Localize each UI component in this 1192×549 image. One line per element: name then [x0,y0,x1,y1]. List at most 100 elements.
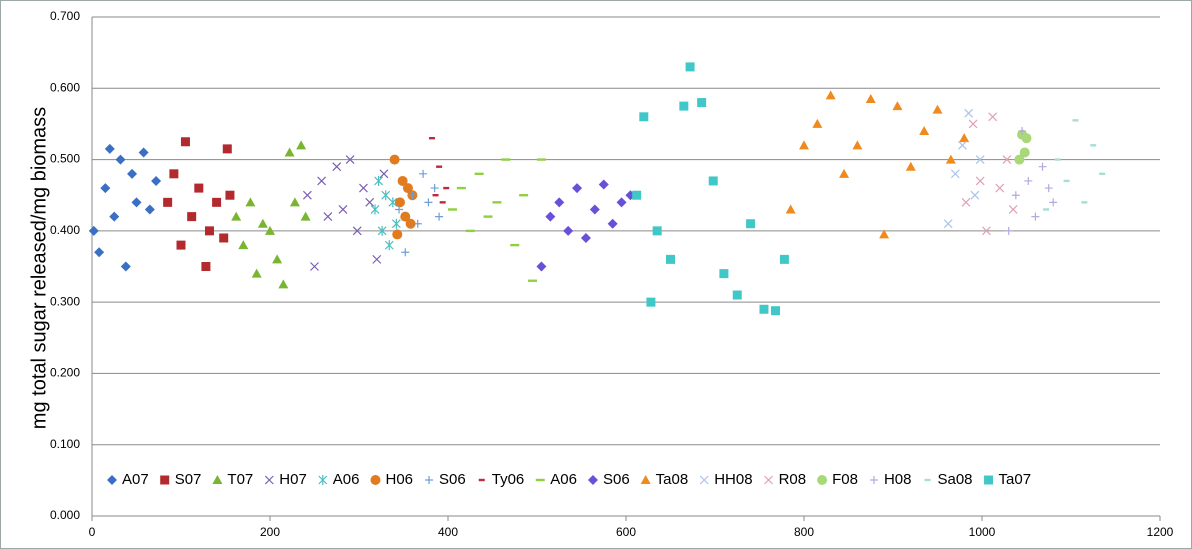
legend-entry: Sa08 [924,471,973,488]
point [120,261,131,272]
legend-label: S06 [439,471,466,488]
point [391,218,401,229]
point [492,201,502,204]
point [284,147,295,157]
point [865,93,876,103]
x-tick-label: 600 [616,525,636,539]
point [127,168,138,179]
legend-label: A06 [333,471,360,488]
point [115,154,126,165]
point [975,155,985,164]
point [646,297,656,307]
legend-entry: T07 [212,471,253,488]
legend-label: A06 [550,471,577,488]
point [435,212,444,221]
legend-entry: A07 [107,471,149,488]
point [204,226,214,236]
legend-label: S07 [175,471,202,488]
point [545,211,556,222]
legend-label: Ty06 [492,471,525,488]
legend-entry: H07 [264,471,307,488]
legend-marker [984,475,994,485]
legend-entry: H06 [370,471,413,488]
point [950,169,960,179]
point [402,183,413,194]
point [372,254,382,264]
point [1011,191,1020,200]
point [975,176,985,186]
point [501,158,511,161]
point [257,218,268,228]
legend-label: F08 [832,471,858,488]
point [231,211,242,221]
point [432,194,439,197]
point [392,229,403,240]
x-tick-label: 200 [260,525,280,539]
y-tick-label: 0.700 [50,9,80,23]
legend-label: HH08 [714,471,752,488]
legend-label: T07 [227,471,253,488]
legend-entry: Ta07 [984,471,1031,488]
point [732,290,742,300]
point [839,168,850,178]
point [779,254,789,264]
point [697,98,707,108]
point [1099,172,1106,176]
point [616,197,627,208]
x-tick-label: 1200 [1147,525,1174,539]
legend-marker [107,475,117,485]
point [1063,179,1070,183]
legend-marker [764,475,773,485]
y-axis-label: mg total sugar released/mg biomass [28,107,50,429]
point [194,183,204,193]
point [272,254,283,264]
point [483,215,493,218]
point [708,176,718,186]
point [365,197,375,207]
point [607,218,618,229]
legend-label: Sa08 [937,471,972,488]
point [381,190,391,201]
point [405,218,416,229]
point [982,226,991,236]
point [785,204,796,214]
legend-entry: S06 [587,471,630,488]
legend-marker [699,475,709,485]
point [377,225,387,236]
point [1038,162,1047,171]
legend-marker [160,475,170,485]
x-tick-label: 0 [89,525,96,539]
point [201,262,211,271]
point [580,232,591,243]
point [852,140,863,150]
point [428,136,435,140]
point [397,175,408,186]
point [959,133,970,143]
point [892,101,903,111]
point [296,140,307,150]
legend-label: S06 [603,471,630,488]
point [957,140,967,150]
legend-label: Ta07 [999,471,1032,488]
point [300,211,311,221]
point [639,112,649,122]
point [413,219,422,228]
point [632,190,642,200]
point [144,204,155,215]
legend-marker [587,475,598,485]
point [1049,198,1058,207]
legend-entry: F08 [817,471,858,488]
y-tick-label: 0.300 [50,294,80,308]
point [338,205,348,214]
point [419,169,428,178]
legend-entry: S07 [160,471,201,488]
legend-marker [370,475,381,485]
point [222,144,232,154]
y-tick-label: 0.500 [50,152,80,166]
point [394,197,405,208]
legend-marker [535,478,545,482]
point [439,201,446,204]
point [1072,119,1079,122]
y-tick-label: 0.100 [50,437,80,451]
